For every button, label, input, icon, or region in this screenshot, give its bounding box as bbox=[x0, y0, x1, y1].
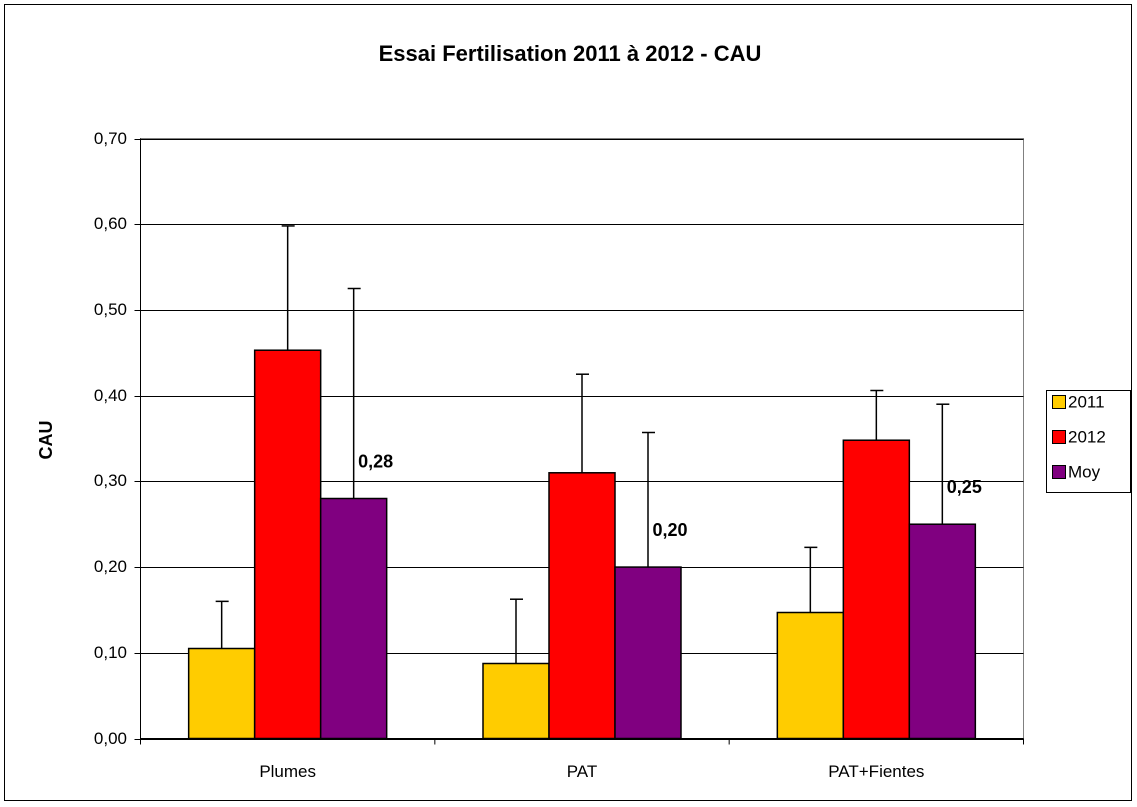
error-bar bbox=[215, 600, 229, 649]
y-tick-label: 0,20 bbox=[94, 557, 127, 576]
data-label: 0,20 bbox=[652, 520, 687, 540]
bar bbox=[253, 349, 322, 740]
data-label: 0,28 bbox=[358, 451, 393, 471]
legend-label: Moy bbox=[1068, 462, 1101, 481]
x-tick-label: Plumes bbox=[259, 762, 316, 781]
error-bar bbox=[281, 225, 295, 351]
bar bbox=[319, 497, 388, 740]
data-label: 0,25 bbox=[947, 477, 982, 497]
legend-swatch bbox=[1052, 395, 1066, 409]
error-bar bbox=[347, 287, 361, 499]
y-tick-label: 0,10 bbox=[94, 643, 127, 662]
bar bbox=[548, 472, 616, 740]
y-tick-label: 0,40 bbox=[94, 386, 127, 405]
legend-swatch bbox=[1052, 465, 1066, 479]
error-bar bbox=[510, 598, 523, 664]
bar bbox=[187, 647, 256, 740]
error-bar bbox=[576, 373, 589, 473]
legend-swatch bbox=[1052, 430, 1066, 444]
y-tick-label: 0,70 bbox=[94, 129, 127, 148]
error-bar bbox=[936, 403, 950, 525]
error-bar bbox=[804, 546, 818, 613]
y-tick-label: 0,00 bbox=[94, 729, 127, 748]
y-tick-label: 0,30 bbox=[94, 471, 127, 490]
bar bbox=[842, 439, 911, 740]
bar bbox=[482, 662, 550, 740]
legend-label: 2012 bbox=[1068, 427, 1106, 446]
y-tick-label: 0,60 bbox=[94, 214, 127, 233]
y-axis-label: CAU bbox=[36, 421, 56, 460]
chart-title: Essai Fertilisation 2011 à 2012 - CAU bbox=[379, 41, 762, 66]
bar bbox=[776, 611, 845, 740]
legend-label: 2011 bbox=[1068, 392, 1105, 411]
bar bbox=[614, 566, 682, 740]
error-bar bbox=[642, 431, 655, 568]
y-tick-label: 0,50 bbox=[94, 300, 127, 319]
x-tick-label: PAT bbox=[567, 762, 598, 781]
x-tick-label: PAT+Fientes bbox=[828, 762, 924, 781]
error-bar bbox=[870, 389, 884, 441]
bar bbox=[908, 523, 977, 740]
